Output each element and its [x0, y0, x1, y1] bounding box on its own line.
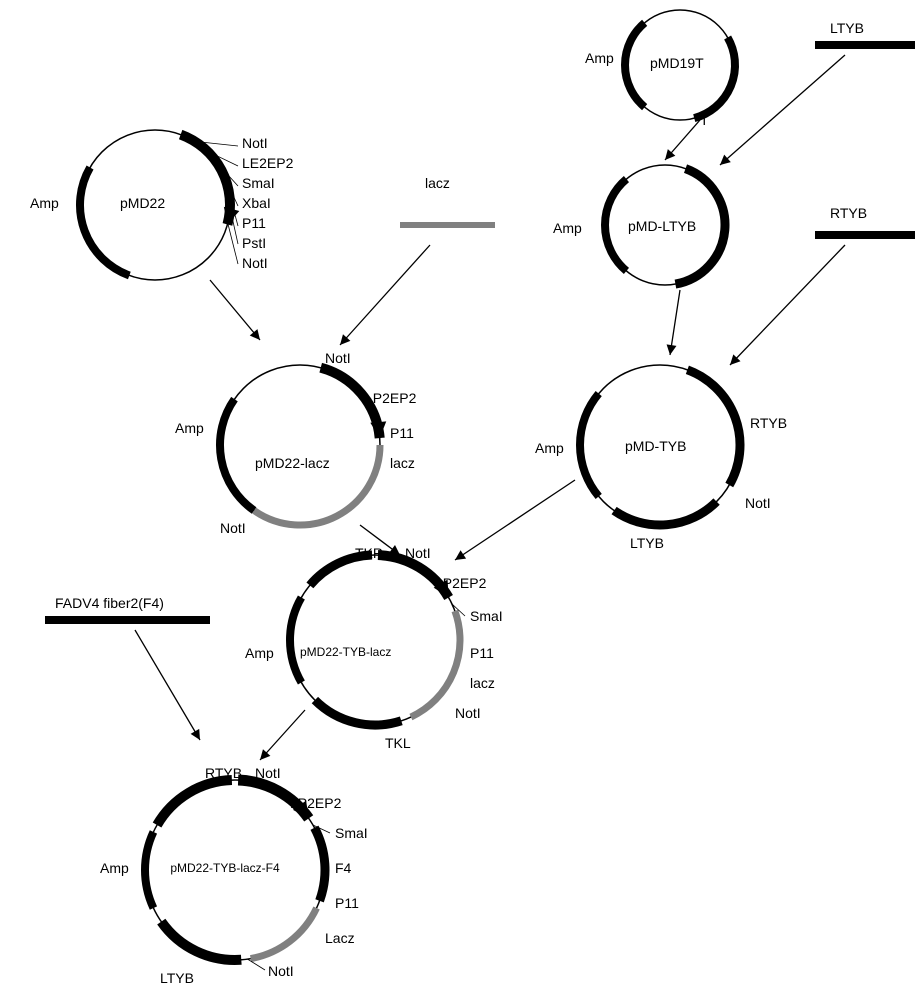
p6-tkr: TKR — [355, 545, 383, 561]
p1-amp: Amp — [30, 195, 59, 211]
p2-t: T — [700, 112, 709, 128]
p6-name: pMD22-TYB-lacz — [300, 645, 391, 659]
p7-ltyb: LTYB — [160, 970, 194, 986]
p7-smaI: SmaI — [335, 825, 368, 841]
p6-tkl: TKL — [385, 735, 411, 751]
p1-p11: P11 — [242, 215, 266, 231]
p6-smaI: SmaI — [470, 608, 503, 624]
p5-ltyb: LTYB — [630, 535, 664, 551]
p5-amp: Amp — [535, 440, 564, 456]
ltyb-bar-label: LTYB — [830, 20, 864, 36]
p3-name: pMD-LTYB — [628, 218, 696, 234]
p1-name: pMD22 — [120, 195, 165, 211]
p4-p11: P11 — [390, 425, 414, 441]
p7-lp2ep2: LP2EP2 — [290, 795, 341, 811]
p6-notI-2: NotI — [455, 705, 481, 721]
p2-amp: Amp — [585, 50, 614, 66]
p1-smaI: SmaI — [242, 175, 275, 191]
p7-amp: Amp — [100, 860, 129, 876]
p7-notI-2: NotI — [268, 963, 294, 979]
p1-pstI: PstI — [242, 235, 266, 251]
p7-rtyb: RTYB — [205, 765, 242, 781]
p4-name: pMD22-lacz — [255, 455, 330, 471]
fadv4-bar-label: FADV4 fiber2(F4) — [55, 595, 164, 611]
p5-name: pMD-TYB — [625, 438, 686, 454]
p7-notI-1: NotI — [255, 765, 281, 781]
p1-notI-1: NotI — [242, 135, 268, 151]
p7-name: pMD22-TYB-lacz-F4 — [150, 860, 300, 877]
p5-notI: NotI — [745, 495, 771, 511]
p2-name: pMD19T — [650, 55, 704, 71]
p1-xbaI: XbaI — [242, 195, 271, 211]
p6-lp2ep2: LP2EP2 — [435, 575, 486, 591]
p4-notI-1: NotI — [325, 350, 351, 366]
p5-rtyb: RTYB — [750, 415, 787, 431]
p4-lp2ep2: LP2EP2 — [365, 390, 416, 406]
lacz-bar-label: lacz — [425, 175, 450, 191]
p7-lacz: Lacz — [325, 930, 355, 946]
plasmid-diagram — [0, 0, 924, 1000]
p4-amp: Amp — [175, 420, 204, 436]
p6-amp: Amp — [245, 645, 274, 661]
p1-le2ep2: LE2EP2 — [242, 155, 293, 171]
p1-notI-2: NotI — [242, 255, 268, 271]
p6-lacz: lacz — [470, 675, 495, 691]
p6-notI-1: NotI — [405, 545, 431, 561]
p7-p11: P11 — [335, 895, 359, 911]
p3-amp: Amp — [553, 220, 582, 236]
p6-p11: P11 — [470, 645, 494, 661]
p4-lacz: lacz — [390, 455, 415, 471]
rtyb-bar-label: RTYB — [830, 205, 867, 221]
p7-f4: F4 — [335, 860, 351, 876]
p4-notI-2: NotI — [220, 520, 246, 536]
